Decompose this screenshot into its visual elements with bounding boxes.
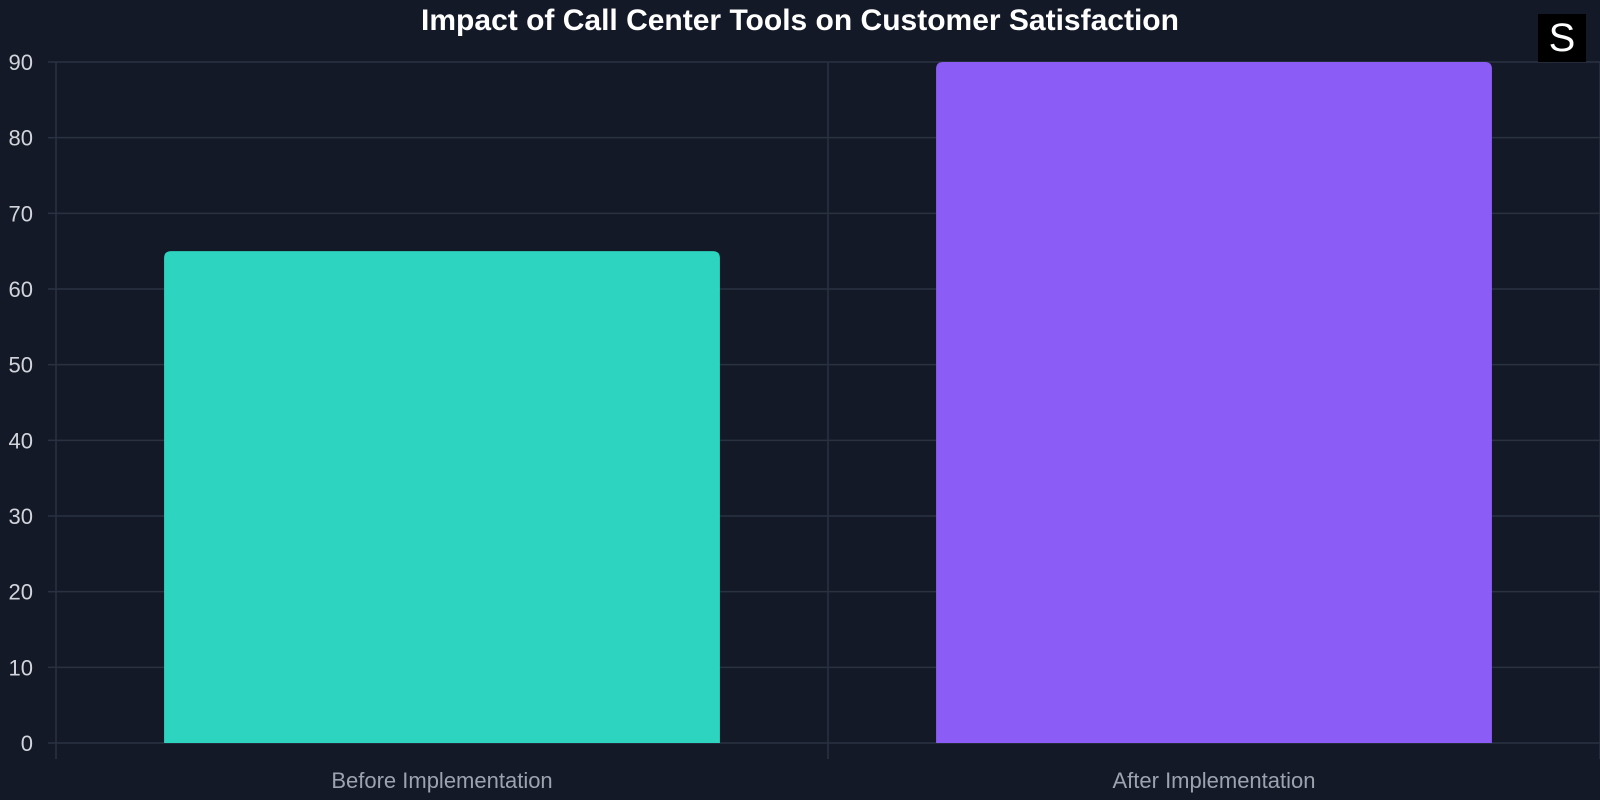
y-tick-label: 50 [9,353,33,378]
axis-layer: 0 10 20 30 40 50 60 70 80 90 Before Implementation… [9,50,1600,793]
y-tick-label: 70 [9,201,33,226]
y-tick-label: 60 [9,277,33,302]
bar-before-implementation[interactable] [164,251,720,743]
y-tick-label: 30 [9,504,33,529]
chart-title: Impact of Call Center Tools on Customer … [421,4,1179,37]
y-tick-label: 20 [9,580,33,605]
logo-badge: S [1538,14,1586,62]
bar-layer [164,62,1492,743]
y-tick-label: 90 [9,50,33,75]
y-tick-label: 10 [9,655,33,680]
y-tick-label: 0 [21,731,33,756]
y-tick-label: 40 [9,428,33,453]
x-tick-label: After Implementation [1113,768,1316,793]
bar-after-implementation[interactable] [936,62,1492,743]
x-tick-label: Before Implementation [331,768,552,793]
y-tick-label: 80 [9,126,33,151]
